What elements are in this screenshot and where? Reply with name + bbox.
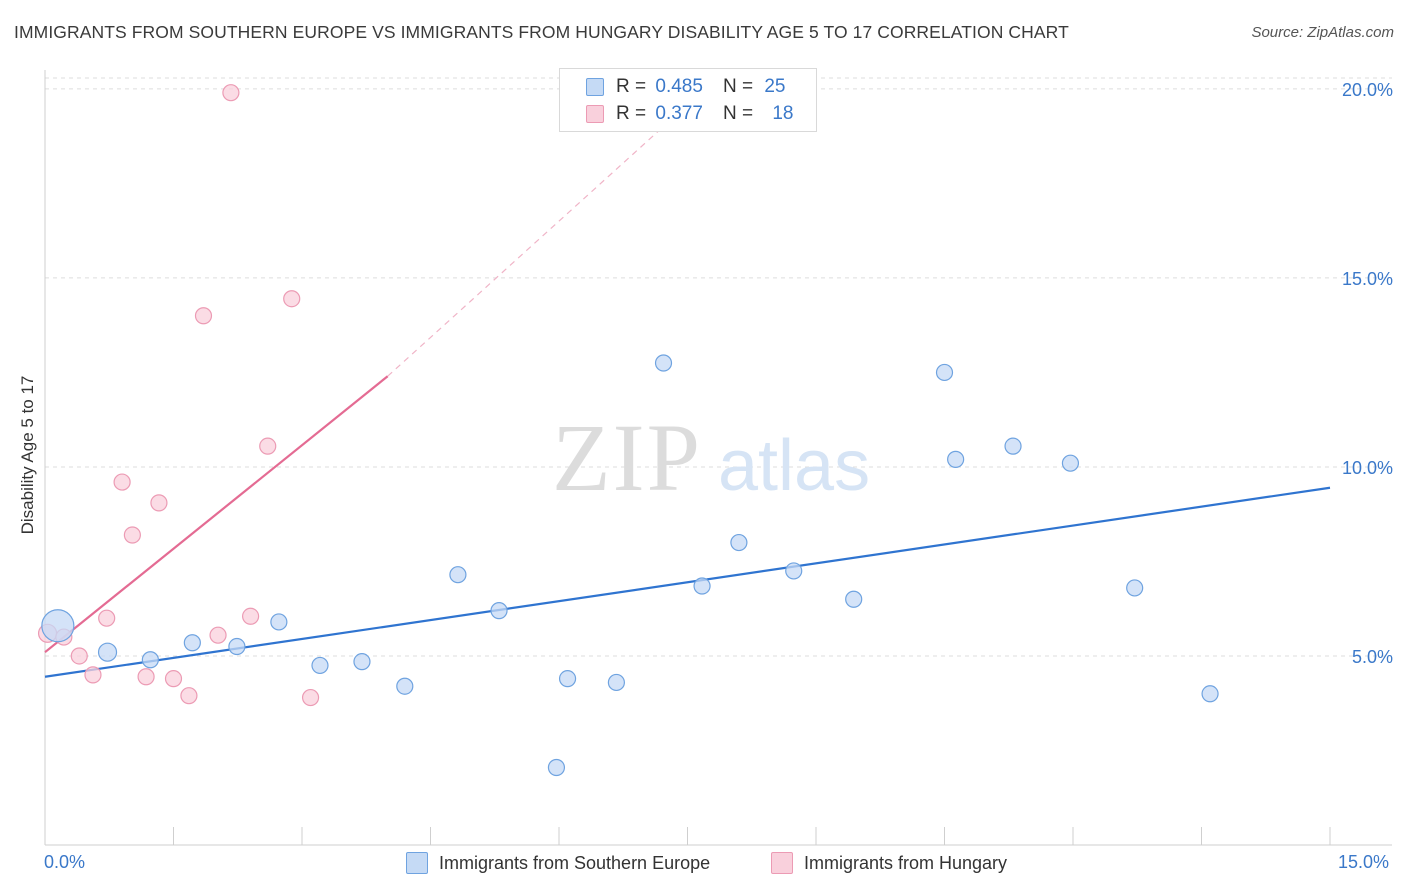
point-hungary (98, 609, 116, 627)
legend-swatch-blue (586, 78, 604, 96)
legend-row-series2: R = 0.377 N = 18 (586, 102, 793, 126)
y-tick-label: 15.0% (1342, 269, 1393, 289)
trend-line-southern-europe (44, 486, 1331, 678)
point-hungary (209, 626, 227, 644)
point-hungary (180, 687, 198, 705)
point-southern-europe (947, 450, 965, 468)
point-southern-europe (730, 533, 748, 552)
y-tick-label: 20.0% (1342, 80, 1393, 100)
point-southern-europe (41, 609, 75, 643)
point-southern-europe (141, 651, 159, 669)
legend-row-series1: R = 0.485 N = 25 (586, 75, 785, 99)
bottom-legend-swatch-blue (406, 852, 428, 874)
chart-title: IMMIGRANTS FROM SOUTHERN EUROPE VS IMMIG… (14, 22, 1069, 42)
y-tick-label: 10.0% (1342, 458, 1393, 478)
point-southern-europe (228, 637, 246, 656)
data-points (37, 84, 1219, 777)
legend-n-value: 25 (764, 76, 786, 97)
point-southern-europe (1004, 437, 1022, 455)
bottom-legend-swatch-pink (771, 852, 793, 874)
point-southern-europe (785, 562, 803, 580)
trend-line-hungary (44, 375, 389, 654)
point-southern-europe (935, 363, 954, 382)
legend-r-value: 0.485 (655, 76, 703, 97)
legend-r-value: 0.377 (655, 103, 703, 124)
point-southern-europe (654, 354, 673, 372)
point-southern-europe (607, 673, 625, 692)
source-label: Source: ZipAtlas.com (1251, 24, 1394, 41)
legend-r-label: R = (616, 76, 647, 97)
point-hungary (242, 607, 260, 625)
legend-n-label: N = (722, 103, 754, 124)
point-southern-europe (396, 677, 414, 695)
point-southern-europe (183, 634, 201, 652)
bottom-legend-series2: Immigrants from Hungary (771, 852, 1007, 874)
point-hungary (123, 526, 141, 544)
stats-legend: R = 0.485 N = 25 R = 0.377 N = 18 (559, 68, 817, 132)
x-tick-label-max: 15.0% (1338, 852, 1390, 872)
y-tick-label: 5.0% (1352, 647, 1393, 667)
axes (44, 70, 1392, 846)
point-southern-europe (845, 590, 863, 608)
bottom-legend-series1: Immigrants from Southern Europe (406, 852, 710, 874)
legend-n-label: N = (722, 76, 754, 97)
point-hungary (259, 437, 277, 455)
watermark: ZIP atlas (552, 404, 870, 511)
bottom-legend-label: Immigrants from Hungary (804, 852, 1008, 873)
point-southern-europe (490, 602, 508, 620)
point-hungary (150, 494, 168, 512)
point-hungary (137, 668, 155, 686)
watermark-atlas: atlas (718, 426, 870, 506)
x-tick-label-min: 0.0% (44, 852, 86, 872)
point-hungary (70, 647, 88, 665)
point-southern-europe (97, 642, 118, 662)
point-southern-europe (558, 670, 577, 688)
legend-swatch-pink (586, 105, 604, 123)
point-hungary (301, 688, 320, 707)
legend-n-value: 18 (772, 103, 794, 124)
point-hungary (113, 473, 131, 491)
point-southern-europe (449, 566, 467, 584)
point-hungary (222, 84, 240, 102)
y-tick-labels: 5.0% 10.0% 15.0% 20.0% (1342, 80, 1393, 667)
point-southern-europe (353, 653, 371, 671)
point-southern-europe (311, 656, 329, 675)
point-southern-europe (1061, 454, 1080, 472)
legend-r-label: R = (616, 103, 647, 124)
point-southern-europe (547, 758, 566, 777)
point-southern-europe (1126, 579, 1144, 597)
point-hungary (84, 666, 102, 684)
point-southern-europe (270, 613, 288, 631)
watermark-zip: ZIP (552, 404, 702, 511)
point-hungary (164, 670, 183, 688)
point-hungary (194, 307, 213, 325)
gridlines (45, 77, 1392, 657)
point-southern-europe (693, 577, 711, 595)
bottom-legend-label: Immigrants from Southern Europe (439, 852, 711, 873)
point-hungary (283, 290, 301, 308)
point-southern-europe (1201, 685, 1219, 703)
